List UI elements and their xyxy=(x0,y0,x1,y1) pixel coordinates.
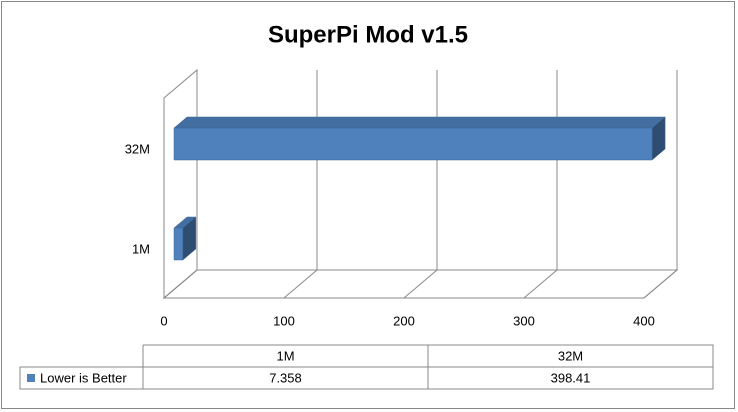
x-tick-label: 300 xyxy=(513,313,535,328)
table-grid xyxy=(19,344,714,390)
bar-front xyxy=(173,127,653,161)
table-value: 398.41 xyxy=(551,370,591,385)
table-header: 1M xyxy=(276,348,294,363)
bar xyxy=(173,116,666,161)
bar-top xyxy=(173,116,666,129)
x-tick-label: 400 xyxy=(633,313,655,328)
grid-line xyxy=(283,269,318,299)
x-tick-label: 0 xyxy=(160,313,167,328)
chart-title: SuperPi Mod v1.5 xyxy=(268,21,468,48)
legend-swatch xyxy=(27,374,35,382)
legend-label: Lower is Better xyxy=(40,370,127,385)
x-tick-label: 100 xyxy=(273,313,295,328)
y-tick-label: 32M xyxy=(125,141,150,156)
grid-line xyxy=(523,269,558,299)
y-tick-label: 1M xyxy=(132,241,150,256)
table-header: 32M xyxy=(558,348,583,363)
bar-front xyxy=(173,227,184,261)
grid-line xyxy=(403,269,438,299)
bar xyxy=(173,216,197,261)
x-tick-label: 200 xyxy=(393,313,415,328)
table-value: 7.358 xyxy=(269,370,302,385)
grid-line xyxy=(643,269,678,299)
grid-line xyxy=(163,269,198,299)
